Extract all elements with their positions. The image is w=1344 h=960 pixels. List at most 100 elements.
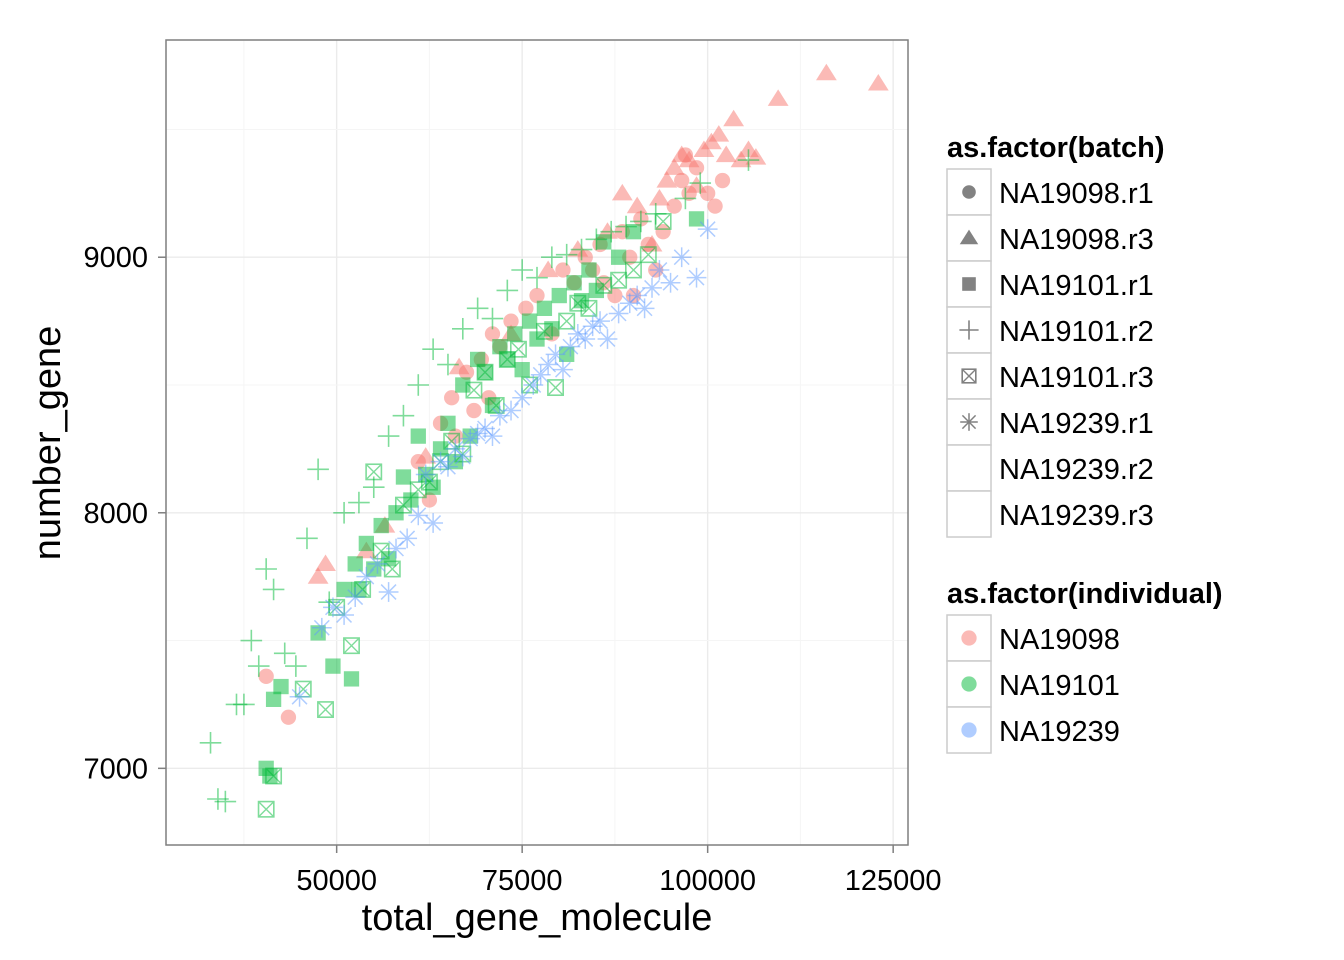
data-point: [437, 353, 459, 376]
shape-legend-entry: NA19239.r2: [946, 444, 1154, 492]
shape-legend-entry: NA19239.r3: [946, 490, 1154, 538]
data-point: [660, 272, 681, 293]
data-point: [348, 491, 370, 514]
data-point: [315, 554, 336, 571]
data-point: [466, 297, 489, 320]
data-point: [541, 246, 563, 269]
x-tick-label: 100000: [659, 865, 756, 897]
data-point: [671, 247, 692, 268]
data-point: [255, 558, 277, 580]
data-point: [265, 767, 283, 785]
data-point: [511, 259, 533, 281]
data-point: [547, 379, 565, 397]
data-point: [560, 336, 581, 357]
data-point: [440, 415, 456, 431]
data-point: [407, 374, 430, 396]
data-point: [395, 469, 412, 485]
data-point: [639, 246, 657, 264]
data-point: [600, 220, 622, 243]
legend-key-symbol: [961, 368, 977, 384]
data-point: [656, 171, 678, 188]
data-point: [333, 501, 355, 524]
data-point: [273, 642, 296, 665]
legend-key-symbol: [959, 229, 979, 245]
data-point: [514, 362, 530, 378]
data-point: [476, 363, 494, 381]
data-point: [630, 210, 652, 233]
data-point: [558, 312, 576, 330]
legend-label: NA19239.r1: [999, 408, 1154, 440]
data-point: [674, 187, 697, 210]
data-point: [867, 73, 889, 91]
panel-border: [165, 39, 909, 846]
data-point: [492, 339, 508, 355]
legend-label: NA19101: [999, 670, 1120, 702]
data-point: [678, 150, 700, 168]
data-point: [707, 198, 723, 214]
data-point: [575, 329, 596, 349]
data-point: [358, 535, 374, 552]
data-point: [240, 629, 263, 652]
data-point: [530, 364, 551, 385]
data-point: [570, 238, 593, 261]
data-point: [585, 228, 608, 251]
data-point: [265, 691, 282, 707]
data-point: [642, 277, 662, 298]
color-legend-title: as.factor(individual): [947, 578, 1223, 610]
data-point: [526, 266, 548, 289]
data-point: [343, 671, 360, 687]
data-point: [767, 89, 789, 106]
data-point: [323, 597, 343, 618]
data-point: [467, 423, 488, 444]
legend-label: NA19239.r2: [999, 454, 1154, 486]
data-point: [596, 234, 612, 250]
x-tick-label: 50000: [296, 865, 377, 897]
legend-label: NA19098: [999, 624, 1120, 656]
data-point: [610, 271, 628, 289]
data-point: [273, 678, 289, 695]
data-point: [336, 581, 352, 598]
data-point: [581, 262, 597, 278]
legend-key: [946, 490, 992, 538]
data-point: [730, 150, 752, 168]
data-point: [666, 198, 682, 214]
data-point: [296, 527, 318, 550]
y-tick-label: 7000: [83, 753, 148, 785]
data-point: [372, 542, 390, 560]
legend-key-symbol: [959, 320, 979, 340]
data-point: [597, 329, 618, 349]
data-point: [214, 790, 237, 813]
data-point: [501, 400, 521, 421]
data-point: [625, 261, 642, 279]
data-point: [580, 299, 598, 317]
data-point: [365, 463, 383, 481]
data-point: [714, 172, 731, 189]
color-legend-entry: NA19098: [946, 614, 1120, 662]
legends: as.factor(batch) NA19098.r1 NA19098.r3 NA19…: [946, 132, 1223, 754]
legend-label: NA19239: [999, 716, 1120, 748]
data-point: [815, 63, 837, 81]
data-point: [518, 300, 534, 316]
legend-label: NA19101.r2: [999, 316, 1154, 348]
data-point: [686, 176, 707, 193]
color-legend-entry: NA19101: [946, 660, 1120, 708]
data-point: [448, 357, 470, 375]
shape-legend-entry: NA19239.r1: [946, 398, 1154, 446]
legend-key-symbol: [962, 185, 976, 199]
data-point: [262, 768, 278, 784]
data-point: [294, 680, 312, 698]
data-point: [465, 381, 483, 399]
data-point: [555, 262, 571, 278]
legend-label: NA19098.r3: [999, 224, 1154, 256]
y-tick-label: 9000: [83, 242, 148, 274]
data-point: [438, 456, 458, 477]
data-point: [484, 326, 501, 342]
data-point: [285, 655, 307, 677]
x-axis-title: total_gene_molecule: [362, 897, 713, 939]
data-point: [649, 260, 670, 280]
data-point: [555, 243, 578, 266]
data-point: [199, 731, 222, 754]
data-point: [392, 404, 415, 427]
data-point: [521, 313, 538, 329]
data-point: [590, 311, 610, 332]
